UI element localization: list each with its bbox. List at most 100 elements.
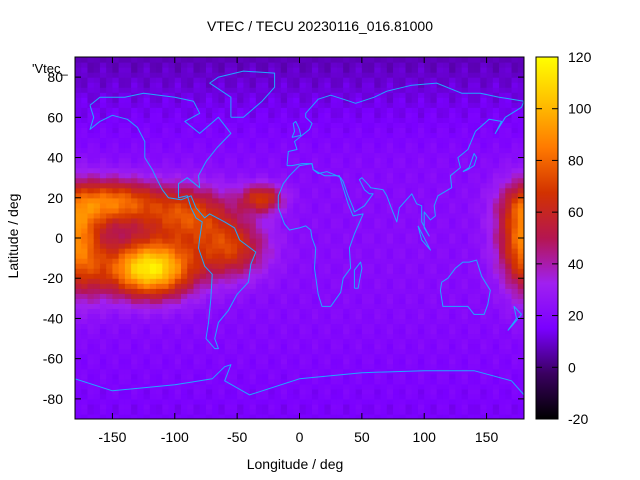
- heatmap-cell: [424, 177, 432, 184]
- heatmap-cell: [430, 232, 438, 239]
- heatmap-cell: [467, 388, 475, 395]
- heatmap-cell: [474, 182, 481, 189]
- heatmap-cell: [112, 348, 120, 355]
- heatmap-cell: [75, 142, 82, 149]
- heatmap-cell: [156, 232, 163, 239]
- heatmap-cell: [205, 67, 213, 73]
- heatmap-cell: [386, 82, 394, 88]
- heatmap-cell: [249, 82, 257, 88]
- heatmap-cell: [137, 333, 145, 340]
- heatmap-cell: [299, 288, 307, 294]
- heatmap-cell: [417, 57, 425, 63]
- heatmap-cell: [318, 197, 326, 204]
- heatmap-cell: [442, 403, 450, 410]
- heatmap-cell: [99, 343, 107, 350]
- heatmap-cell: [293, 313, 301, 320]
- heatmap-cell: [461, 87, 469, 93]
- heatmap-cell: [311, 77, 319, 83]
- heatmap-cell: [224, 232, 232, 239]
- heatmap-cell: [417, 413, 425, 419]
- heatmap-cell: [287, 288, 294, 294]
- heatmap-cell: [205, 212, 213, 219]
- heatmap-cell: [411, 278, 419, 284]
- heatmap-cell: [480, 373, 488, 380]
- heatmap-cell: [293, 288, 301, 294]
- heatmap-cell: [368, 97, 375, 103]
- heatmap-cell: [75, 413, 82, 419]
- heatmap-cell: [442, 373, 450, 380]
- heatmap-cell: [380, 177, 388, 184]
- heatmap-cell: [274, 333, 282, 340]
- heatmap-cell: [131, 413, 138, 419]
- heatmap-cell: [436, 172, 444, 179]
- heatmap-cell: [386, 92, 394, 98]
- heatmap-cell: [349, 338, 357, 345]
- heatmap-cell: [187, 268, 195, 274]
- heatmap-cell: [305, 197, 313, 204]
- heatmap-cell: [455, 212, 463, 219]
- heatmap-cell: [393, 62, 400, 68]
- heatmap-cell: [106, 358, 114, 365]
- heatmap-cell: [374, 283, 382, 289]
- heatmap-cell: [93, 72, 101, 78]
- heatmap-cell: [81, 258, 89, 264]
- heatmap-cell: [274, 77, 282, 83]
- heatmap-cell: [305, 142, 313, 149]
- heatmap-cell: [374, 338, 382, 345]
- heatmap-cell: [293, 303, 301, 309]
- heatmap-cell: [156, 403, 163, 410]
- heatmap-cell: [393, 343, 400, 350]
- heatmap-cell: [499, 212, 506, 219]
- heatmap-cell: [230, 167, 238, 174]
- heatmap-cell: [486, 328, 494, 335]
- heatmap-cell: [417, 137, 425, 144]
- heatmap-cell: [442, 107, 450, 113]
- heatmap-cell: [124, 182, 132, 189]
- heatmap-cell: [149, 238, 157, 244]
- heatmap-cell: [280, 187, 288, 194]
- heatmap-cell: [343, 388, 350, 395]
- heatmap-cell: [280, 192, 288, 199]
- heatmap-cell: [143, 343, 151, 350]
- heatmap-cell: [149, 363, 157, 370]
- heatmap-cell: [411, 283, 419, 289]
- heatmap-cell: [492, 333, 500, 340]
- heatmap-cell: [442, 313, 450, 320]
- heatmap-cell: [436, 137, 444, 144]
- heatmap-cell: [162, 207, 170, 214]
- heatmap-cell: [187, 273, 195, 279]
- heatmap-cell: [112, 222, 120, 229]
- heatmap-cell: [255, 217, 263, 224]
- heatmap-cell: [274, 363, 282, 370]
- heatmap-cell: [199, 338, 207, 345]
- heatmap-cell: [343, 107, 350, 113]
- heatmap-cell: [380, 298, 388, 304]
- heatmap-cell: [374, 162, 382, 169]
- heatmap-cell: [349, 167, 357, 174]
- heatmap-cell: [137, 202, 145, 209]
- heatmap-cell: [255, 67, 263, 73]
- heatmap-cell: [374, 263, 382, 269]
- heatmap-cell: [436, 273, 444, 279]
- heatmap-cell: [106, 202, 114, 209]
- heatmap-cell: [455, 87, 463, 93]
- heatmap-cell: [99, 112, 107, 118]
- heatmap-cell: [143, 338, 151, 345]
- heatmap-cell: [237, 283, 244, 289]
- heatmap-cell: [480, 308, 488, 315]
- heatmap-cell: [131, 278, 138, 284]
- heatmap-cell: [499, 408, 506, 415]
- heatmap-cell: [112, 343, 120, 350]
- heatmap-cell: [318, 288, 326, 294]
- heatmap-cell: [399, 97, 407, 103]
- heatmap-cell: [355, 298, 363, 304]
- heatmap-cell: [230, 212, 238, 219]
- heatmap-cell: [405, 82, 413, 88]
- heatmap-cell: [318, 253, 326, 259]
- heatmap-cell: [311, 348, 319, 355]
- heatmap-cell: [449, 147, 457, 154]
- heatmap-cell: [149, 142, 157, 149]
- heatmap-cell: [343, 142, 350, 149]
- heatmap-cell: [455, 142, 463, 149]
- heatmap-cell: [442, 318, 450, 325]
